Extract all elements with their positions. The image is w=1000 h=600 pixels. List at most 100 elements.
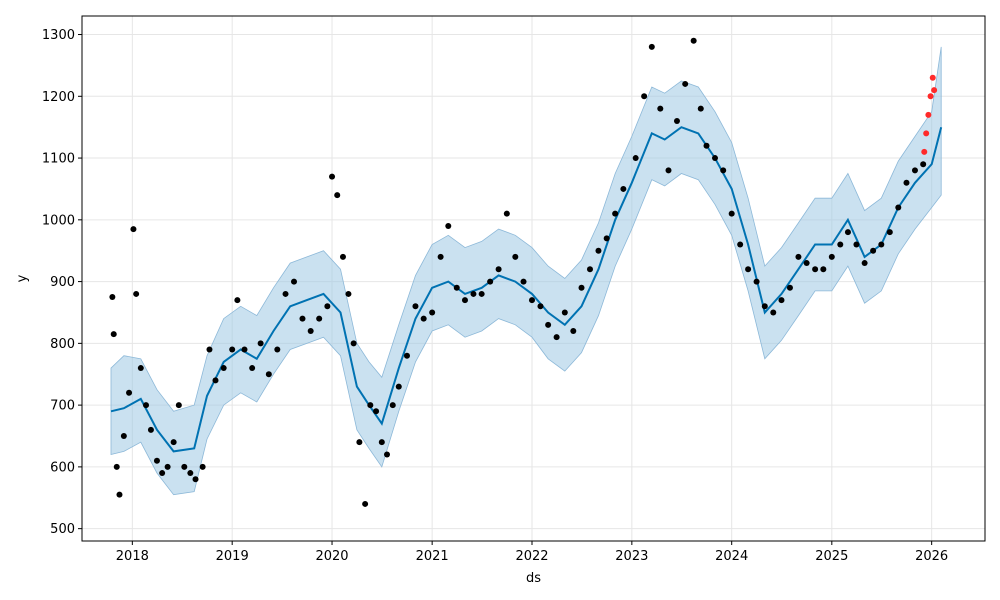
observed-point [878, 241, 885, 248]
observed-point [159, 470, 166, 477]
observed-point [682, 80, 689, 87]
observed-point [837, 241, 844, 248]
observed-point [420, 315, 427, 322]
plot-frame [81, 15, 986, 542]
observed-points [109, 37, 927, 507]
x-tick-label: 2019 [216, 549, 249, 564]
observed-point [389, 402, 396, 409]
observed-point [737, 241, 744, 248]
observed-point [113, 463, 120, 470]
y-tick-label: 1000 [42, 213, 75, 228]
recent-point [923, 130, 930, 137]
observed-point [220, 365, 227, 372]
observed-point [453, 284, 460, 291]
x-tick-label: 2021 [416, 549, 449, 564]
observed-point [786, 284, 793, 291]
observed-point [828, 253, 835, 260]
observed-point [307, 328, 314, 334]
observed-point [373, 408, 380, 415]
y-tick-label: 1200 [42, 90, 75, 105]
observed-point [412, 303, 419, 310]
observed-point [137, 365, 144, 372]
observed-point [153, 457, 160, 464]
x-tick-label: 2026 [915, 549, 948, 564]
observed-point [528, 297, 535, 304]
y-tick-label: 900 [50, 275, 75, 290]
observed-point [334, 192, 341, 199]
observed-point [603, 235, 610, 242]
observed-point [570, 328, 577, 334]
observed-point [274, 346, 281, 353]
observed-point [316, 315, 323, 322]
observed-point [461, 297, 468, 304]
observed-point [712, 155, 719, 162]
observed-point [620, 185, 627, 192]
x-axis: 2018 2019 2020 2021 2022 2023 2024 2025 2026 [116, 541, 948, 564]
observed-point [350, 340, 357, 347]
observed-point [770, 309, 777, 316]
observed-point [265, 371, 272, 378]
y-tick-label: 1300 [42, 28, 75, 43]
observed-point [241, 346, 248, 353]
recent-points [921, 74, 938, 155]
observed-point [512, 253, 519, 260]
observed-point [553, 334, 560, 341]
observed-point [903, 179, 910, 186]
x-tick-label: 2018 [116, 549, 149, 564]
observed-point [578, 284, 585, 291]
observed-point [561, 309, 568, 316]
observed-point [503, 210, 510, 217]
observed-point [803, 260, 810, 267]
recent-point [931, 87, 938, 94]
observed-point [199, 463, 206, 470]
observed-point [384, 451, 391, 458]
observed-point [120, 433, 127, 439]
observed-point [820, 266, 827, 273]
observed-point [181, 463, 188, 470]
observed-point [697, 105, 704, 112]
observed-point [844, 229, 851, 236]
recent-point [929, 74, 936, 81]
observed-point [192, 476, 199, 483]
observed-point [478, 290, 485, 297]
observed-point [429, 309, 436, 316]
observed-point [229, 346, 236, 353]
observed-point [911, 167, 918, 174]
observed-point [403, 352, 410, 359]
observed-point [130, 226, 137, 233]
x-tick-label: 2024 [715, 549, 748, 564]
observed-point [487, 278, 494, 285]
observed-point [648, 43, 655, 50]
observed-point [537, 303, 544, 310]
observed-point [445, 223, 452, 229]
observed-point [632, 155, 639, 162]
observed-point [291, 278, 298, 285]
observed-point [870, 247, 877, 254]
observed-point [175, 402, 182, 409]
forecast-line [110, 126, 943, 453]
observed-point [299, 315, 306, 322]
observed-point [673, 118, 680, 124]
observed-point [437, 253, 444, 260]
observed-point [861, 260, 868, 267]
observed-point [212, 377, 219, 384]
observed-point [853, 241, 860, 248]
observed-point [170, 439, 177, 446]
observed-point [665, 167, 672, 174]
y-axis-label: y [15, 274, 30, 282]
observed-point [282, 290, 289, 297]
observed-point [109, 294, 116, 301]
observed-point [470, 290, 477, 297]
observed-point [657, 105, 664, 112]
observed-point [356, 439, 363, 446]
observed-point [690, 37, 697, 44]
observed-point [378, 439, 385, 446]
observed-point [367, 402, 374, 409]
observed-point [812, 266, 819, 273]
recent-point [925, 111, 932, 118]
observed-point [206, 346, 213, 353]
y-axis: 500 600 700 800 900 1000 1100 1200 1300 [42, 28, 82, 537]
observed-point [345, 290, 352, 297]
observed-point [110, 331, 117, 338]
observed-point [249, 365, 256, 372]
